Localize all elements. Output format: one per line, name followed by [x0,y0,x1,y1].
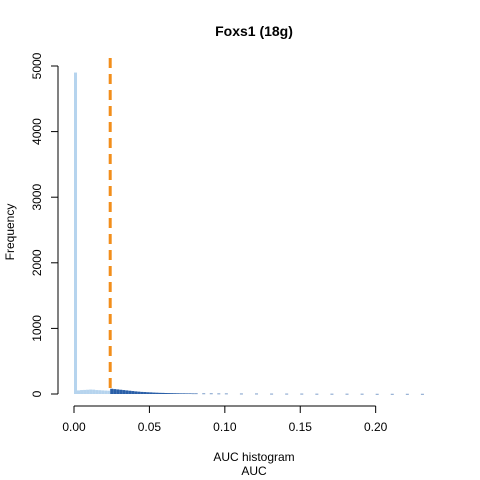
histogram-bar [107,390,111,394]
histogram-bar [405,393,409,395]
histogram-bar [128,390,132,394]
histogram-bar [137,391,141,394]
histogram-bar [224,393,228,395]
histogram-bar [345,393,349,395]
histogram-bar [80,390,84,394]
histogram-bar [194,393,198,395]
x-axis: 0.00 0.05 0.10 0.15 0.20 [62,405,388,434]
histogram-bar [173,393,177,394]
histogram-bar [217,393,221,395]
histogram-bar [300,393,304,395]
y-tick-label: 4000 [30,118,44,145]
histogram-bar [285,393,289,395]
histogram-bars [74,72,424,395]
histogram-bar [330,393,334,395]
histogram-bar [83,389,87,394]
histogram-bar [74,72,78,394]
x-tick-label: 0.10 [213,420,237,434]
histogram-bar [116,389,120,394]
y-tick-label: 3000 [30,184,44,211]
histogram-bar [239,393,243,395]
histogram-bar [182,393,186,394]
histogram-bar [202,393,206,395]
histogram-bar [176,393,180,394]
histogram-bar [146,392,150,394]
histogram-bar [122,390,126,394]
y-axis-label: Frequency [3,204,17,261]
histogram-bar [191,393,195,395]
histogram-bar [89,389,93,394]
y-tick-label: 1000 [30,315,44,342]
histogram-bar [179,393,183,394]
x-tick-label: 0.20 [364,420,388,434]
histogram-bar [152,392,156,394]
histogram-bar [209,393,213,395]
histogram-bar [101,390,105,394]
histogram-bar [143,392,147,394]
chart-title: Foxs1 (18g) [215,23,293,39]
histogram-bar [92,389,96,394]
histogram-bar [86,389,90,394]
y-tick-label: 0 [30,390,44,397]
histogram-bar [77,390,81,394]
y-axis: 0 1000 2000 3000 4000 5000 [30,52,59,397]
histogram-bar [420,393,424,395]
y-tick-label: 2000 [30,249,44,276]
x-axis-label: AUC histogram [213,450,294,464]
histogram-bar [255,393,259,395]
histogram-bar [375,393,379,395]
histogram-bar [360,393,364,395]
histogram-bar [134,391,138,394]
histogram-bar [119,389,123,394]
histogram-bar [131,391,135,394]
x-axis-sublabel: AUC [241,464,267,478]
histogram-bar [155,392,159,394]
histogram-bar [140,391,144,394]
histogram-bar [185,393,189,395]
histogram-bar [188,393,192,395]
histogram-bar [170,393,174,394]
histogram-bar [104,390,108,394]
histogram-bar [164,393,168,394]
histogram-bar [390,393,394,395]
x-tick-label: 0.15 [289,420,313,434]
histogram-bar [270,393,274,395]
histogram-bar [110,388,114,394]
histogram-bar [161,392,165,394]
histogram-bar [98,390,102,394]
histogram-bar [167,393,171,394]
histogram-bar [113,389,117,394]
x-tick-label: 0.05 [138,420,162,434]
histogram-bar [125,390,129,394]
histogram-bar [158,392,162,394]
histogram-bar [149,392,153,394]
x-tick-label: 0.00 [62,420,86,434]
histogram-bar [95,390,99,394]
y-tick-label: 5000 [30,52,44,79]
histogram-bar [315,393,319,395]
